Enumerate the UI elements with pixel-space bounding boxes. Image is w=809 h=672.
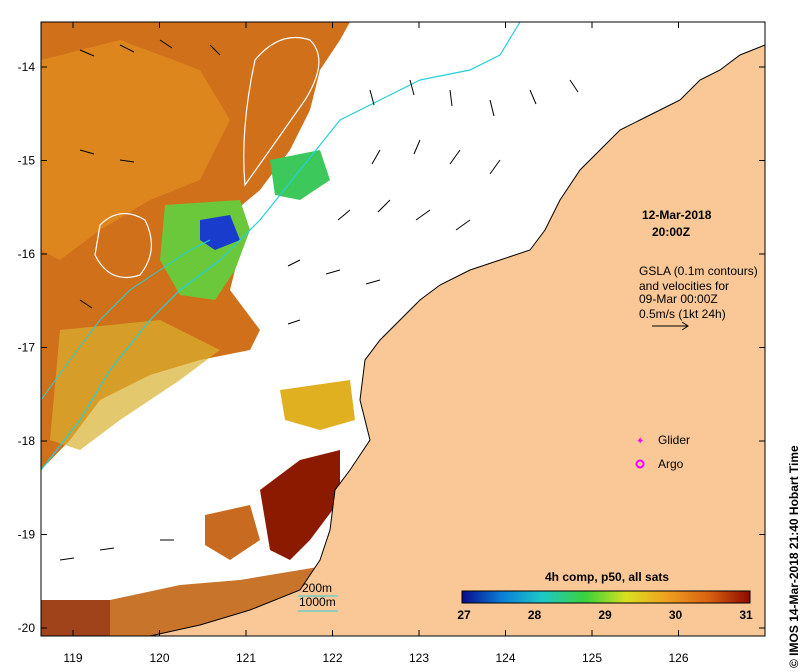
sst-green-patch-2 bbox=[270, 150, 330, 200]
sst-orange-patch bbox=[41, 40, 230, 260]
isobath-1000m bbox=[41, 239, 211, 401]
colorbar-title: 4h comp, p50, all sats bbox=[545, 570, 669, 584]
x-tick-label: 125 bbox=[582, 651, 602, 665]
x-tick-label: 124 bbox=[495, 651, 515, 665]
velocity-arrows bbox=[59, 39, 579, 561]
credit-label: © IMOS 14-Mar-2018 21:40 Hobart Time bbox=[785, 372, 805, 672]
sst-dark-southwest bbox=[41, 600, 110, 636]
copyright-icon: © bbox=[787, 659, 801, 668]
x-tick-label: 119 bbox=[63, 651, 82, 665]
colorbar-tick-label: 30 bbox=[669, 608, 683, 622]
y-tick-label: -19 bbox=[18, 528, 36, 542]
argo-label: Argo bbox=[658, 457, 684, 471]
y-tick-label: -18 bbox=[18, 434, 36, 448]
x-axis: 119 120 121 122 123 124 125 126 bbox=[63, 22, 689, 665]
y-axis: -14 -15 -16 -17 -18 -19 -20 bbox=[18, 60, 765, 635]
gsla-contour-ring bbox=[94, 213, 152, 279]
x-tick-label: 126 bbox=[668, 651, 688, 665]
credit-text: IMOS 14-Mar-2018 21:40 Hobart Time bbox=[787, 445, 801, 656]
sst-yellow-patch bbox=[50, 320, 220, 450]
sst-dark-red-region bbox=[260, 450, 340, 560]
x-tick-label: 122 bbox=[322, 651, 342, 665]
gsla-line-2: and velocities for bbox=[639, 279, 729, 293]
land bbox=[149, 44, 765, 636]
isobath-200m-label: 200m bbox=[302, 581, 332, 595]
y-tick-label: -16 bbox=[18, 247, 36, 261]
y-tick-label: -14 bbox=[18, 60, 36, 74]
y-tick-label: -15 bbox=[18, 154, 36, 168]
colorbar-tick-label: 27 bbox=[457, 608, 471, 622]
gsla-line-1: GSLA (0.1m contours) bbox=[639, 264, 758, 278]
y-tick-label: -17 bbox=[18, 341, 36, 355]
date-label: 12-Mar-2018 bbox=[642, 208, 712, 222]
scale-arrow-icon bbox=[652, 321, 689, 331]
sst-yellow-south bbox=[280, 380, 355, 430]
glider-icon: ✦ bbox=[636, 436, 644, 447]
glider-label: Glider bbox=[658, 433, 690, 447]
colorbar-tick-label: 31 bbox=[739, 608, 753, 622]
colorbar-labels: 27 28 29 30 31 bbox=[457, 608, 753, 622]
colorbar-tick-label: 29 bbox=[598, 608, 612, 622]
x-tick-label: 121 bbox=[236, 651, 256, 665]
isobath-200m bbox=[41, 22, 521, 471]
argo-icon bbox=[635, 459, 645, 469]
x-tick-label: 123 bbox=[409, 651, 429, 665]
gsla-line-4: 0.5m/s (1kt 24h) bbox=[639, 307, 726, 321]
isobath-1000m-label: 1000m bbox=[299, 595, 336, 609]
x-tick-label: 120 bbox=[149, 651, 169, 665]
y-tick-label: -20 bbox=[18, 621, 36, 635]
gsla-contour-loop bbox=[243, 36, 320, 187]
map-frame bbox=[40, 21, 766, 637]
gsla-line-3: 09-Mar 00:00Z bbox=[639, 292, 718, 306]
sst-orange-south bbox=[205, 505, 260, 560]
colorbar-tick-label: 28 bbox=[528, 608, 542, 622]
time-label: 20:00Z bbox=[652, 225, 690, 239]
sst-blue-patch bbox=[200, 215, 240, 250]
sst-orange-coast bbox=[110, 565, 330, 636]
colorbar bbox=[461, 590, 751, 604]
